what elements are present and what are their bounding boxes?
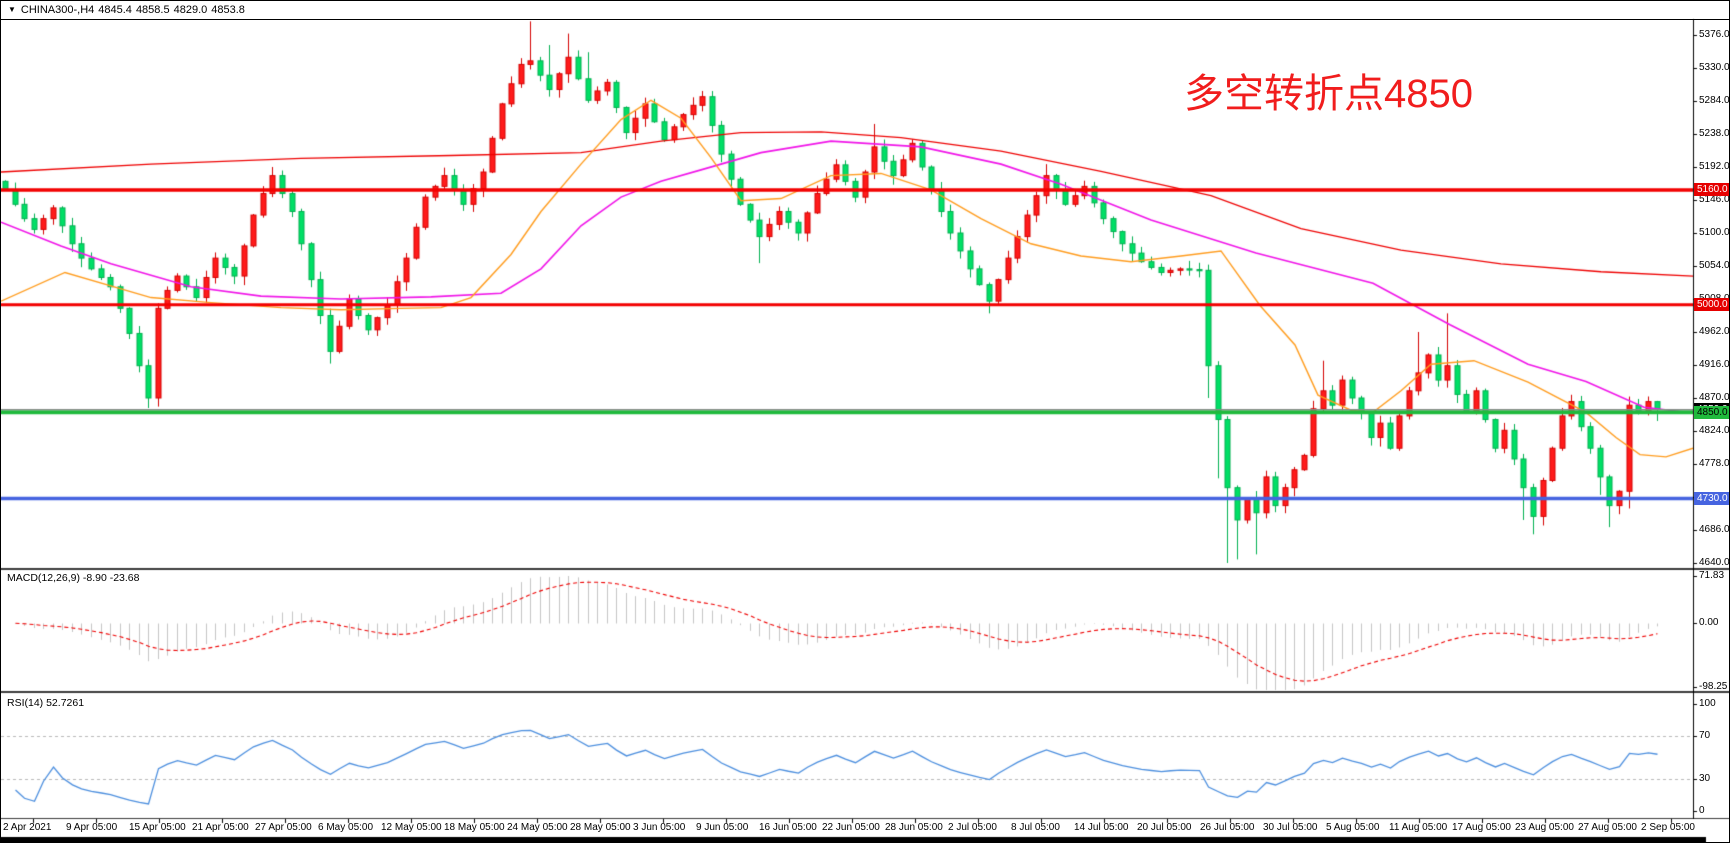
time-axis-label: 5 Aug 05:00 [1326, 822, 1380, 833]
price-axis-label: 4962.0 [1699, 326, 1730, 337]
macd-axis-label: 71.83 [1699, 570, 1725, 581]
time-axis-label: 15 Apr 05:00 [129, 822, 186, 833]
macd-axis-label: 0.00 [1699, 617, 1719, 628]
rsi-axis-label: 30 [1699, 773, 1711, 784]
time-axis-label: 24 May 05:00 [507, 822, 568, 833]
price-axis-label: 5100.0 [1699, 227, 1730, 238]
time-axis-label: 30 Jul 05:00 [1263, 822, 1318, 833]
price-annotation-text: 多空转折点4850 [1184, 72, 1473, 116]
price-axis-label: 4778.0 [1699, 458, 1730, 469]
resistance-5160-badge: 5160.0 [1694, 183, 1729, 196]
support-4850-badge: 4850.0 [1694, 406, 1729, 419]
time-axis-label: 2 Jul 05:00 [948, 822, 997, 833]
price-axis-label: 5054.0 [1699, 260, 1730, 271]
time-axis-label: 17 Aug 05:00 [1452, 822, 1511, 833]
time-axis-label: 14 Jul 05:00 [1074, 822, 1129, 833]
time-axis-label: 11 Aug 05:00 [1389, 822, 1448, 833]
time-axis-label: 2 Sep 05:00 [1641, 822, 1695, 833]
time-axis-label: 9 Jun 05:00 [696, 822, 749, 833]
time-axis-label: 8 Jul 05:00 [1011, 822, 1060, 833]
time-axis-label: 22 Jun 05:00 [822, 822, 880, 833]
time-axis-label: 27 Apr 05:00 [255, 822, 312, 833]
time-axis-label: 6 May 05:00 [318, 822, 374, 833]
time-axis-label: 20 Jul 05:00 [1137, 822, 1192, 833]
time-axis-label: 12 May 05:00 [381, 822, 442, 833]
price-axis-label: 5192.0 [1699, 161, 1730, 172]
resistance-5000-badge: 5000.0 [1694, 298, 1729, 311]
price-axis-label: 5376.0 [1699, 29, 1730, 40]
rsi-axis-label: 100 [1699, 698, 1716, 709]
price-axis-label: 4824.0 [1699, 425, 1730, 436]
price-axis-label: 4870.0 [1699, 392, 1730, 403]
rsi-axis-label: 70 [1699, 730, 1711, 741]
support-4730-badge: 4730.0 [1694, 492, 1729, 505]
macd-axis-label: -98.25 [1699, 681, 1728, 692]
time-axis-label: 28 May 05:00 [570, 822, 631, 833]
price-axis-label: 5284.0 [1699, 95, 1730, 106]
time-axis-label: 3 Jun 05:00 [633, 822, 686, 833]
price-axis-label: 4686.0 [1699, 524, 1730, 535]
price-axis-label: 4916.0 [1699, 359, 1730, 370]
time-axis-label: 21 Apr 05:00 [192, 822, 249, 833]
time-axis-label: 27 Aug 05:00 [1578, 822, 1637, 833]
price-axis-label: 5330.0 [1699, 62, 1730, 73]
rsi-axis-label: 0 [1699, 805, 1705, 816]
price-axis-label: 4640.0 [1699, 557, 1730, 568]
macd-indicator-label: MACD(12,26,9) -8.90 -23.68 [7, 572, 140, 584]
time-axis-label: 16 Jun 05:00 [759, 822, 817, 833]
price-axis-label: 5146.0 [1699, 194, 1730, 205]
time-axis-label: 9 Apr 05:00 [66, 822, 118, 833]
time-axis-label: 28 Jun 05:00 [885, 822, 943, 833]
time-axis-label: 23 Aug 05:00 [1515, 822, 1574, 833]
price-axis-label: 5238.0 [1699, 128, 1730, 139]
time-axis-label: 18 May 05:00 [444, 822, 505, 833]
time-axis-label: 26 Jul 05:00 [1200, 822, 1255, 833]
rsi-indicator-label: RSI(14) 52.7261 [7, 697, 85, 709]
time-axis-label: 2 Apr 2021 [3, 822, 52, 833]
